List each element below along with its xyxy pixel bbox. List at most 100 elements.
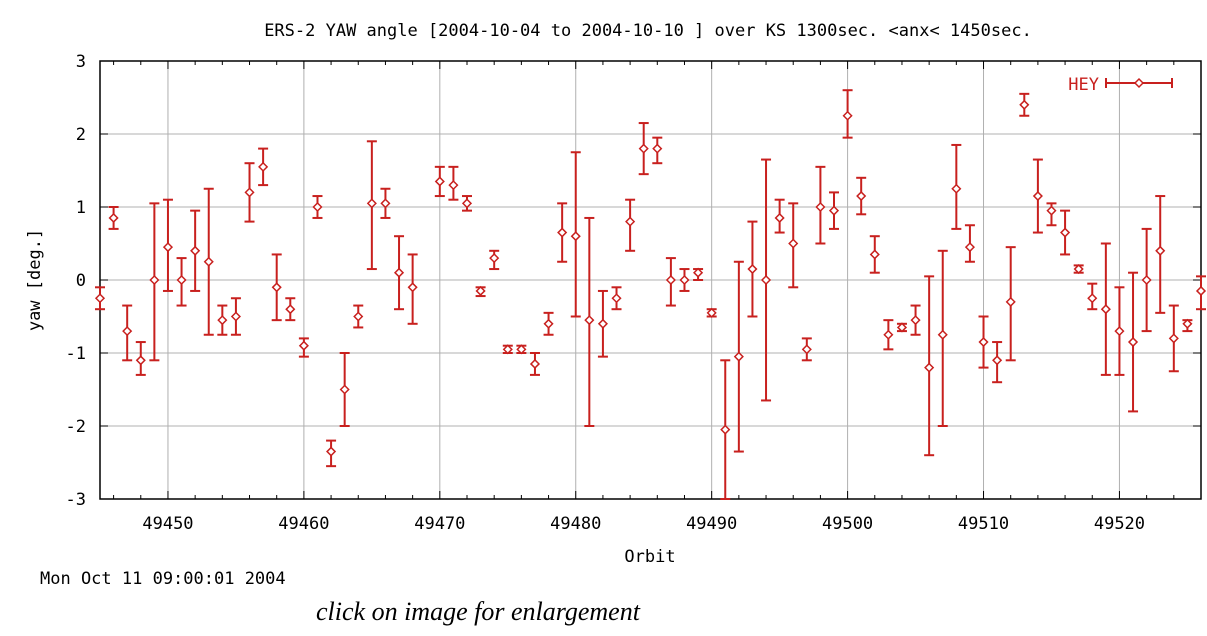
point-marker <box>801 344 812 355</box>
point-marker <box>353 311 364 322</box>
point-marker <box>203 256 214 267</box>
y-tick-label: 3 <box>76 52 86 72</box>
point-marker <box>869 249 880 260</box>
data-point <box>543 311 554 336</box>
point-marker <box>788 238 799 249</box>
data-point <box>842 89 853 139</box>
data-point <box>353 304 364 329</box>
tick-labels: 49450 49460 49470 49480 49490 49500 49510 49520… <box>66 52 1146 534</box>
enlargement-caption[interactable]: click on image for enlargement <box>316 597 640 626</box>
point-marker <box>380 198 391 209</box>
point-marker <box>489 253 500 264</box>
point-marker <box>1073 263 1084 275</box>
point-marker <box>217 315 228 326</box>
point-marker <box>828 205 840 216</box>
data-point <box>924 275 935 457</box>
data-point <box>1073 263 1084 275</box>
data-point <box>652 136 663 165</box>
x-tick-label: 49520 <box>1094 514 1145 534</box>
point-marker <box>992 355 1003 366</box>
point-marker <box>896 322 908 333</box>
data-point <box>584 216 595 427</box>
point-marker <box>924 362 935 373</box>
axis-ticks <box>100 60 1202 500</box>
data-point <box>815 165 826 245</box>
data-point <box>828 191 840 230</box>
x-tick-label: 49460 <box>278 514 329 534</box>
point-marker <box>883 329 894 340</box>
data-point <box>298 337 309 358</box>
data-point <box>230 297 241 336</box>
chart-title: ERS-2 YAW angle [2004-10-04 to 2004-10-1… <box>264 21 1032 41</box>
data-point <box>1087 282 1098 311</box>
data-point <box>434 165 445 198</box>
data-point <box>774 198 785 234</box>
data-point <box>461 195 473 212</box>
x-tick-label: 49510 <box>958 514 1009 534</box>
point-marker <box>529 358 541 370</box>
point-marker <box>434 176 445 187</box>
point-marker <box>244 187 255 198</box>
point-marker <box>720 424 731 435</box>
data-point <box>720 359 731 500</box>
point-marker <box>366 198 377 209</box>
point-marker <box>230 311 241 322</box>
y-tick-label: 2 <box>76 125 86 145</box>
point-marker <box>1182 318 1193 329</box>
data-point <box>665 257 676 307</box>
point-marker <box>393 267 405 278</box>
x-tick-label: 49480 <box>550 514 601 534</box>
point-marker <box>1127 336 1139 348</box>
data-point <box>951 143 962 230</box>
point-marker <box>1046 205 1057 216</box>
x-tick-label: 49450 <box>142 514 193 534</box>
data-point <box>244 162 255 223</box>
data-point <box>625 198 636 252</box>
point-marker <box>516 344 527 355</box>
point-marker <box>285 304 296 315</box>
data-point <box>992 341 1003 384</box>
data-point <box>638 122 649 176</box>
point-marker <box>747 263 758 275</box>
data-point <box>1060 209 1071 256</box>
point-marker <box>543 318 554 329</box>
legend-marker <box>1133 77 1145 89</box>
point-marker <box>448 180 459 191</box>
y-tick-label: 1 <box>76 198 86 218</box>
point-marker <box>978 336 989 348</box>
legend: HEY <box>1068 75 1173 95</box>
data-point <box>135 341 146 376</box>
point-marker <box>638 143 649 154</box>
point-marker <box>951 183 962 194</box>
data-point <box>611 286 622 311</box>
data-point <box>1168 304 1179 373</box>
point-marker <box>1141 274 1152 286</box>
data-point <box>883 319 894 351</box>
point-marker <box>1060 227 1071 238</box>
point-marker <box>176 274 187 286</box>
point-marker <box>625 216 636 227</box>
point-marker <box>1005 296 1016 307</box>
point-marker <box>584 315 595 326</box>
point-marker <box>706 307 717 318</box>
data-point <box>760 158 772 402</box>
point-marker <box>271 282 282 293</box>
point-marker <box>760 274 772 286</box>
y-tick-label: 0 <box>76 271 86 291</box>
point-marker <box>652 143 663 154</box>
data-point <box>1019 92 1030 117</box>
data-point <box>366 140 377 271</box>
chart[interactable]: ERS-2 YAW angle [2004-10-04 to 2004-10-1… <box>0 0 1207 600</box>
data-point <box>964 224 975 263</box>
data-point <box>176 257 187 307</box>
y-tick-label: -3 <box>66 490 86 510</box>
data-point <box>149 202 160 362</box>
point-marker <box>611 293 622 304</box>
data-point <box>856 176 867 216</box>
x-tick-label: 49470 <box>414 514 465 534</box>
data-point <box>380 187 391 219</box>
data-point <box>217 304 228 336</box>
data-point <box>108 206 119 230</box>
data-point <box>312 195 323 219</box>
data-point <box>1182 318 1193 333</box>
